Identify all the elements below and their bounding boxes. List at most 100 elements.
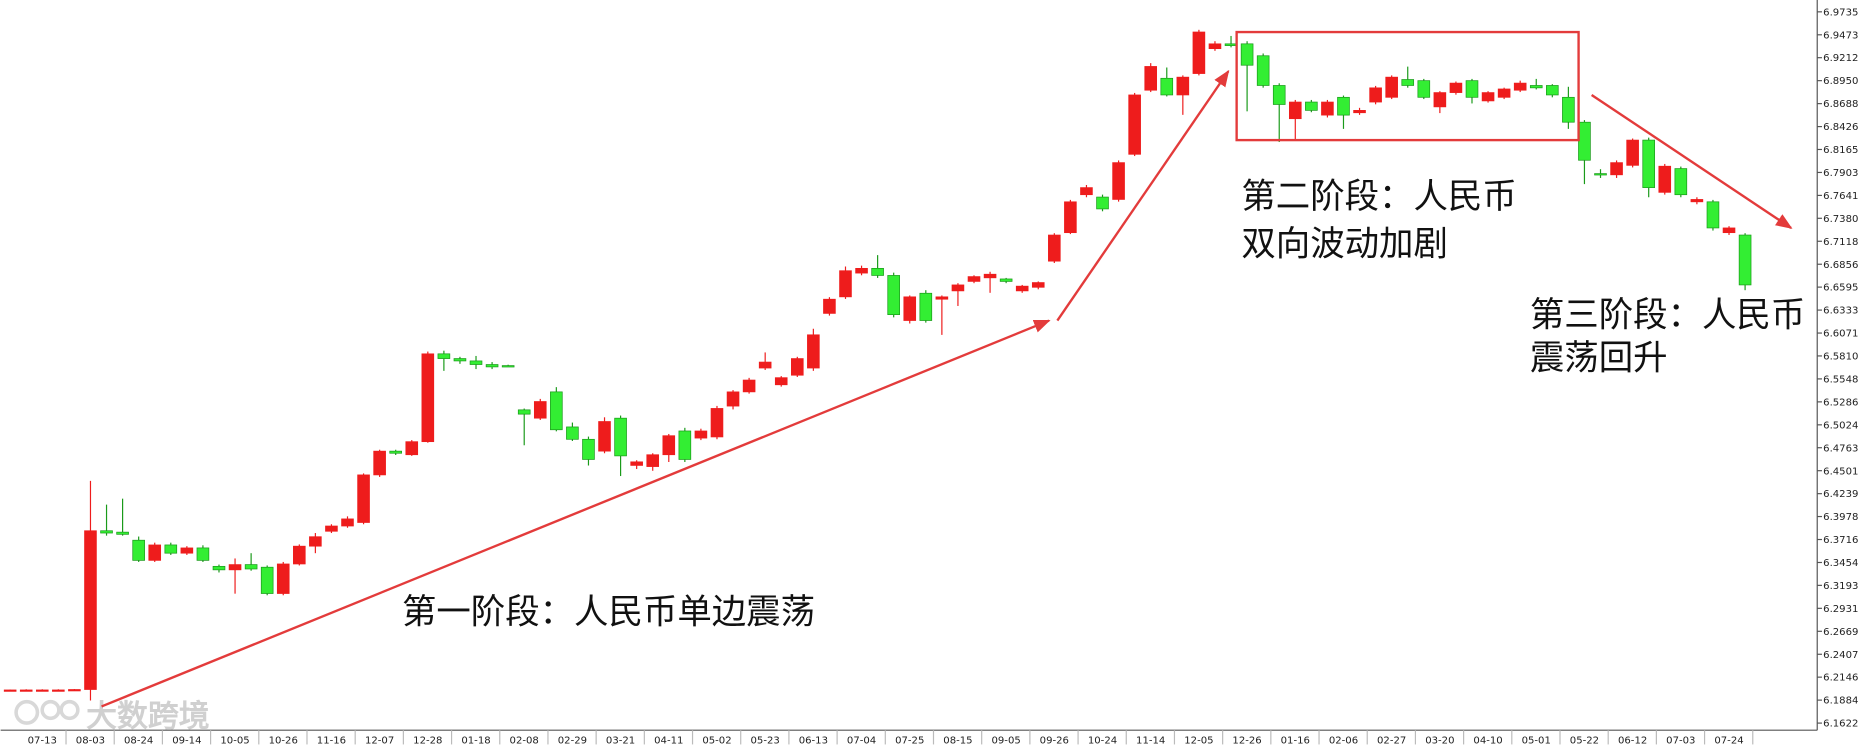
candle-body (19, 689, 33, 692)
candle-body (758, 361, 772, 369)
candle-body (871, 267, 884, 276)
y-tick-label: 6.8950 (1823, 76, 1858, 87)
y-tick-label: 6.1622 (1823, 719, 1858, 730)
annotation: 第二阶段：人民币 (1241, 177, 1516, 217)
candle-body (1176, 76, 1190, 96)
candle-body (1546, 85, 1559, 96)
y-tick-label: 6.3193 (1823, 581, 1858, 592)
y-tick-label: 6.4763 (1823, 443, 1858, 454)
x-tick-label: 08-24 (124, 735, 153, 746)
candle-body (341, 518, 354, 527)
candle-body (598, 421, 611, 452)
candle-body (935, 296, 949, 300)
candle-body (1497, 88, 1511, 98)
candle-body (180, 547, 194, 554)
candle-body (3, 689, 17, 692)
x-tick-label: 01-18 (461, 735, 490, 746)
x-tick-label: 05-02 (702, 735, 731, 746)
candle-body (1144, 66, 1158, 91)
candle-body (533, 401, 547, 419)
candle-body (1529, 85, 1543, 89)
y-tick-label: 6.6856 (1823, 260, 1858, 271)
y-tick-label: 6.1884 (1823, 696, 1858, 707)
candle-body (1208, 43, 1222, 50)
candle-body (550, 391, 563, 431)
candle-body (823, 298, 836, 314)
y-tick-label: 6.3716 (1823, 535, 1858, 546)
candle-body (228, 564, 242, 571)
x-tick-label: 06-12 (1618, 735, 1647, 746)
x-tick-label: 02-27 (1377, 735, 1406, 746)
y-tick-label: 6.6333 (1823, 306, 1858, 317)
candle-body (1321, 101, 1334, 116)
y-tick-label: 6.2669 (1823, 627, 1858, 638)
y-tick-label: 6.6071 (1823, 329, 1858, 340)
y-tick-label: 6.8426 (1823, 122, 1858, 133)
y-tick-label: 6.3454 (1823, 558, 1858, 569)
candle-body (1160, 77, 1174, 96)
candle-body (116, 531, 129, 535)
candle-body (453, 358, 467, 362)
y-tick-label: 6.7380 (1823, 214, 1858, 225)
candle-body (1706, 201, 1720, 229)
y-tick-label: 6.7641 (1823, 191, 1858, 202)
candle-body (1240, 43, 1254, 66)
candle-body (710, 408, 724, 438)
x-tick-label: 09-14 (172, 735, 201, 746)
candle-body (630, 461, 643, 466)
y-tick-label: 6.9473 (1823, 30, 1858, 41)
candle-body (1513, 82, 1527, 91)
logo-ring (14, 699, 40, 725)
y-tick-label: 6.6595 (1823, 283, 1858, 294)
candle-body (212, 565, 226, 571)
candle-body (1417, 80, 1431, 98)
x-tick-label: 05-23 (751, 735, 780, 746)
y-tick-label: 6.2931 (1823, 604, 1858, 615)
x-tick-label: 02-08 (510, 735, 539, 746)
x-tick-label: 04-11 (654, 735, 683, 746)
candle-body (791, 358, 804, 376)
candle-body (774, 377, 788, 386)
candle-body (582, 438, 595, 460)
candle-body (1128, 94, 1141, 155)
y-tick-label: 6.3978 (1823, 512, 1858, 523)
candle-body (1096, 196, 1109, 210)
candle-body (1369, 87, 1382, 103)
annotation-shapes (101, 30, 1793, 708)
candle-body (678, 430, 692, 460)
candle-body (293, 545, 306, 565)
candle-body (1722, 227, 1736, 234)
candle-body (1080, 187, 1093, 196)
x-tick-label: 03-20 (1425, 735, 1454, 746)
candle-body (52, 689, 65, 692)
y-tick-label: 6.2407 (1823, 650, 1858, 661)
y-tick-label: 6.8165 (1823, 145, 1858, 156)
candle-body (260, 566, 274, 594)
y-tick-label: 6.5024 (1823, 420, 1858, 431)
candle-body (1064, 201, 1077, 234)
x-tick-label: 12-28 (413, 735, 442, 746)
y-tick-label: 6.9212 (1823, 53, 1858, 64)
candle-body (662, 435, 676, 456)
candle-body (1401, 79, 1415, 86)
x-tick-label: 05-01 (1522, 735, 1551, 746)
x-tick-label: 02-29 (558, 735, 587, 746)
candle-body (1337, 96, 1350, 116)
candle-body (1256, 55, 1270, 86)
candle-body (373, 450, 386, 476)
candle-body (1658, 165, 1672, 193)
candle-body (614, 417, 627, 457)
candle-body (35, 689, 49, 692)
candle-body (325, 525, 338, 532)
x-tick-label: 08-03 (76, 735, 105, 746)
x-tick-label: 07-24 (1714, 735, 1743, 746)
candle-body (68, 689, 81, 692)
y-tick-label: 6.7903 (1823, 168, 1858, 179)
x-tick-label: 12-26 (1232, 735, 1261, 746)
logo-ring (40, 699, 61, 721)
candle-body (1738, 234, 1752, 286)
candle-body (1192, 31, 1206, 74)
